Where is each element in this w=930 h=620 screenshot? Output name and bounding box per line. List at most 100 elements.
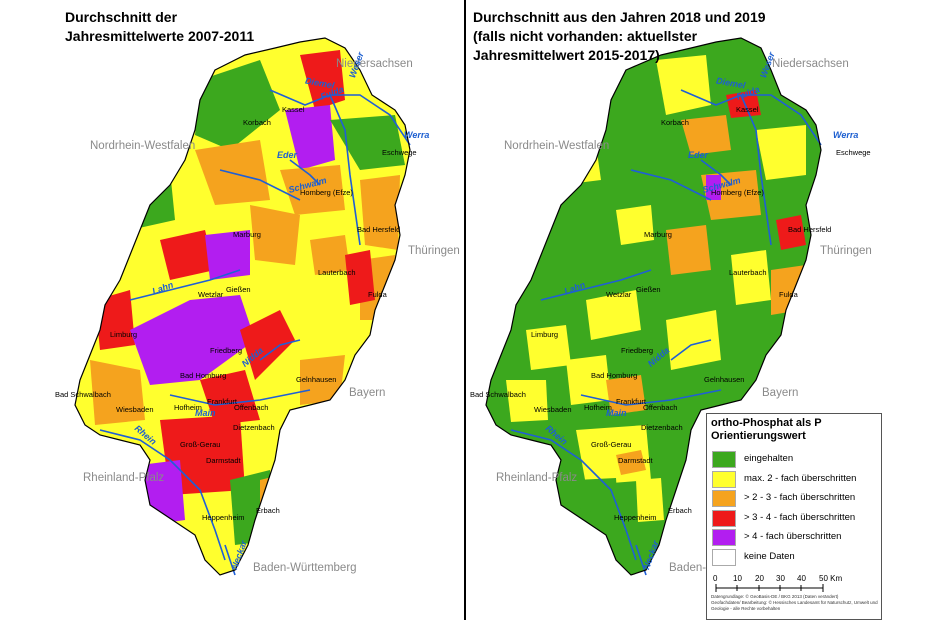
city-gross-gerau: Groß-Gerau — [180, 440, 221, 449]
region-nrw-r: Nordrhein-Westfalen — [504, 140, 610, 152]
legend-swatch — [712, 548, 736, 566]
city-bad-homburg: Bad Homburg — [180, 371, 227, 380]
region-niedersachsen-r: Niedersachsen — [772, 58, 849, 70]
river-eder: Eder — [277, 150, 298, 160]
city-friedberg-r: Friedberg — [621, 346, 654, 355]
region-thueringen-r: Thüringen — [820, 245, 872, 257]
left-map-canvas — [74, 37, 411, 576]
city-giessen: Gießen — [226, 285, 251, 294]
city-bad-schwalbach: Bad Schwalbach — [55, 390, 111, 399]
city-homberg-r: Homberg (Efze) — [711, 188, 764, 197]
city-eschwege: Eschwege — [382, 148, 417, 157]
scale-tick-label: 40 — [797, 574, 806, 583]
city-wiesbaden: Wiesbaden — [116, 405, 154, 414]
city-marburg-r: Marburg — [644, 230, 672, 239]
scale-tick-label: 50 Km — [819, 574, 843, 583]
city-limburg: Limburg — [110, 330, 138, 339]
city-gross-gerau-r: Groß-Gerau — [591, 440, 632, 449]
region-bayern: Bayern — [349, 387, 386, 399]
legend-swatch — [712, 529, 736, 546]
left-title: Durchschnitt der Jahresmittelwerte 2007-… — [65, 8, 254, 46]
credit-text-1: © GeoBasis-DE / BKG 2013 (Daten veränder… — [745, 594, 839, 599]
legend-label: max. 2 - fach überschritten — [744, 472, 857, 484]
region-rlp-r: Rheinland-Pfalz — [496, 472, 578, 484]
city-bad-hersfeld: Bad Hersfeld — [357, 225, 401, 234]
city-dietzenbach: Dietzenbach — [233, 423, 275, 432]
city-bad-homburg-r: Bad Homburg — [591, 371, 638, 380]
left-water-network — [99, 89, 411, 576]
right-title-line2: (falls nicht vorhanden: aktuellster — [473, 28, 698, 44]
city-heppenheim: Heppenheim — [202, 513, 245, 522]
left-title-line2: Jahresmittelwerte 2007-2011 — [65, 28, 255, 44]
city-kassel-r: Kassel — [736, 105, 759, 114]
city-frankfurt-r: Frankfurt — [616, 397, 647, 406]
credits: Datengrundlage: © GeoBasis-DE / BKG 2013… — [711, 594, 879, 612]
scale-bar: 0 10 20 30 40 50 Km — [713, 574, 873, 596]
scale-tick-label: 30 — [776, 574, 785, 583]
city-fulda: Fulda — [368, 290, 387, 299]
right-title: Durchschnitt aus den Jahren 2018 und 201… — [473, 8, 766, 65]
city-gelnhausen: Gelnhausen — [296, 375, 337, 384]
legend-swatch — [712, 509, 736, 527]
city-fulda-r: Fulda — [779, 290, 798, 299]
city-heppenheim-r: Heppenheim — [614, 513, 657, 522]
city-darmstadt: Darmstadt — [206, 456, 241, 465]
river-eder-r: Eder — [688, 150, 709, 160]
credit-row-2: Geofachdaten/ Bearbeitung: © Hessisches … — [711, 600, 879, 612]
city-giessen-r: Gießen — [636, 285, 661, 294]
city-korbach-r: Korbach — [661, 118, 689, 127]
right-title-line1: Durchschnitt aus den Jahren 2018 und 201… — [473, 9, 766, 25]
credit-label-1: Datengrundlage: — [711, 594, 745, 599]
map-legend: ortho-Phosphat als P Orientierungswert e… — [706, 413, 882, 620]
river-main: Main — [195, 408, 216, 418]
scale-tick-label: 10 — [733, 574, 742, 583]
left-classification-patches — [75, 38, 410, 575]
river-werra: Werra — [404, 130, 430, 140]
city-wetzlar: Wetzlar — [198, 290, 224, 299]
region-thueringen: Thüringen — [408, 245, 460, 257]
city-limburg-r: Limburg — [531, 330, 559, 339]
region-nrw: Nordrhein-Westfalen — [90, 140, 196, 152]
region-bayern-r: Bayern — [762, 387, 799, 399]
city-hofheim: Hofheim — [174, 403, 202, 412]
credit-label-2: Geofachdaten/ Bearbeitung: — [711, 600, 768, 605]
region-rlp: Rheinland-Pfalz — [83, 472, 165, 484]
legend-title-line1: ortho-Phosphat als P — [711, 417, 822, 429]
river-werra-r: Werra — [833, 130, 859, 140]
credit-text-2: © Hessisches Landesamt für Naturschutz, … — [711, 600, 878, 611]
city-hofheim-r: Hofheim — [584, 403, 612, 412]
panel-divider — [464, 0, 466, 620]
legend-swatch — [712, 451, 736, 468]
legend-title-line2: Orientierungswert — [711, 430, 806, 442]
city-korbach: Korbach — [243, 118, 271, 127]
city-bad-hersfeld-r: Bad Hersfeld — [788, 225, 832, 234]
legend-swatch — [712, 490, 736, 507]
right-map-panel: Durchschnitt aus den Jahren 2018 und 201… — [466, 0, 930, 620]
legend-title: ortho-Phosphat als P Orientierungswert — [711, 417, 822, 443]
legend-label: > 4 - fach überschritten — [744, 531, 842, 542]
scale-bar-graphic — [715, 584, 824, 592]
legend-swatch — [712, 470, 736, 488]
city-homberg: Homberg (Efze) — [300, 188, 353, 197]
right-water-network — [510, 89, 822, 576]
region-bw: Baden-Württemberg — [253, 562, 357, 574]
scale-tick-label: 0 — [713, 574, 718, 583]
city-bad-schwalbach-r: Bad Schwalbach — [470, 390, 526, 399]
legend-label: keine Daten — [744, 550, 795, 562]
city-offenbach: Offenbach — [234, 403, 269, 412]
right-title-line3: Jahresmittelwert 2015-2017) — [473, 47, 660, 63]
legend-label: > 3 - 4 - fach überschritten — [744, 511, 856, 523]
city-darmstadt-r: Darmstadt — [618, 456, 653, 465]
scale-tick-label: 20 — [755, 574, 764, 583]
right-hesse-boundary — [485, 37, 822, 576]
city-friedberg: Friedberg — [210, 346, 243, 355]
river-main-r: Main — [606, 408, 627, 418]
left-hesse-boundary — [74, 37, 411, 576]
city-offenbach-r: Offenbach — [643, 403, 678, 412]
city-erbach-r: Erbach — [668, 506, 692, 515]
city-wetzlar-r: Wetzlar — [606, 290, 632, 299]
left-title-line1: Durchschnitt der — [65, 9, 178, 25]
city-dietzenbach-r: Dietzenbach — [641, 423, 683, 432]
legend-label: eingehalten — [744, 453, 794, 464]
city-kassel: Kassel — [282, 105, 305, 114]
